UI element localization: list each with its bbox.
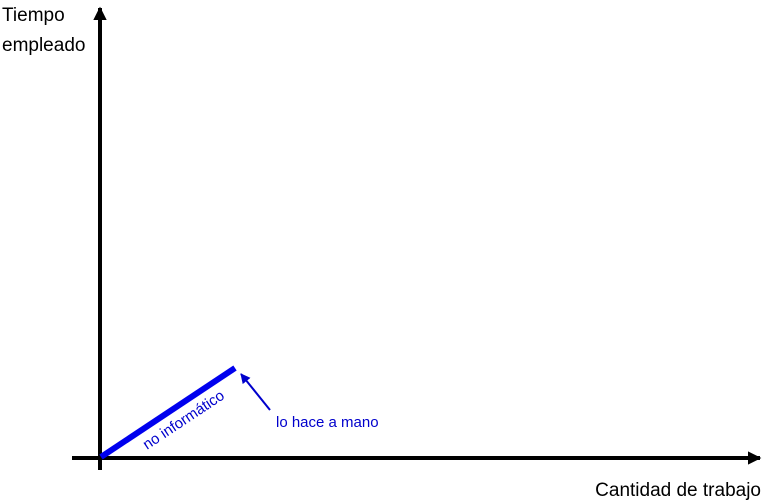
annotation-text: lo hace a mano — [276, 414, 379, 431]
x-axis-label: Cantidad de trabajo — [595, 480, 761, 500]
y-axis-label-line2: empleado — [2, 35, 85, 56]
y-axis-label-line1: Tiempo — [2, 5, 65, 26]
series-line-no-informatico — [99, 365, 237, 460]
annotation-arrow — [240, 373, 271, 411]
